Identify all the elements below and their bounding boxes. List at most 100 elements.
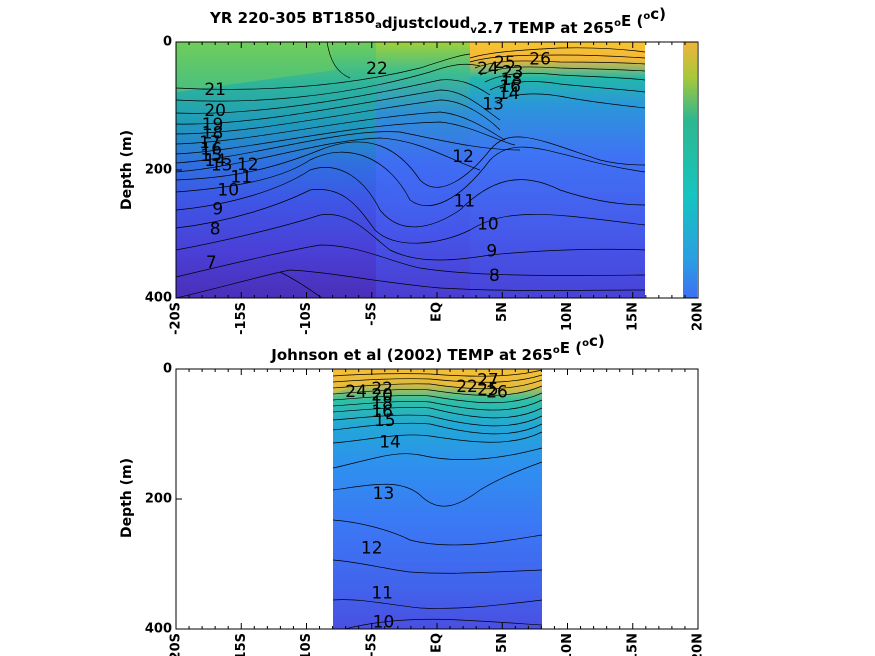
- x-tick-label: 15N: [625, 633, 640, 656]
- contour-label: 18: [202, 124, 224, 144]
- top-y-axis-label: Depth (m): [119, 130, 135, 210]
- contour-label: 22: [456, 377, 478, 397]
- contour-label: 22: [366, 59, 388, 79]
- contour-label: 14: [204, 151, 226, 171]
- contour-label: 9: [486, 241, 497, 261]
- x-tick-label: 20N: [691, 633, 706, 656]
- title-part: a: [375, 20, 382, 31]
- x-tick-label: -5S: [364, 633, 379, 656]
- title-part: E (: [560, 339, 582, 357]
- bottom-heatmap-base: [333, 369, 542, 629]
- x-tick-label: 20N: [691, 302, 706, 331]
- y-tick-label: 0: [163, 362, 172, 377]
- x-tick-label: -5S: [364, 302, 379, 326]
- x-tick-label: EQ: [430, 302, 445, 322]
- x-tick-label: -20S: [169, 302, 184, 335]
- bottom-x-axis: -20S -15S -10S -5S EQ 5N 10N 15N 20N: [169, 369, 706, 656]
- y-tick-label: 200: [145, 163, 172, 178]
- contour-label: 12: [237, 155, 259, 175]
- x-tick-label: -15S: [234, 302, 249, 335]
- contour-label: 17: [199, 133, 221, 153]
- contour-label: 22: [371, 379, 393, 399]
- contour-label: 24: [477, 59, 499, 79]
- title-part: c): [589, 332, 605, 350]
- title-part: c): [650, 5, 666, 23]
- top-x-axis: -20S -15S -10S -5S EQ 5N 10N 15N 20N: [169, 42, 706, 335]
- top-warm-south: [176, 42, 335, 92]
- title-part: v: [470, 25, 477, 36]
- contour-label: 12: [452, 147, 474, 167]
- title-part: djustcloud: [382, 14, 470, 32]
- contour-label: 20: [371, 386, 393, 406]
- top-chart-title: YR 220-305 BT1850adjustcloudv2.7 TEMP at…: [209, 5, 666, 37]
- contour-label: 25: [477, 380, 499, 400]
- x-tick-label: -20S: [169, 633, 184, 656]
- contour-label: 10: [373, 613, 395, 633]
- contour-label: 16: [200, 140, 222, 160]
- contour-label: 15: [374, 411, 396, 431]
- top-contours: [175, 41, 646, 299]
- top-y-axis: 0 200 400: [145, 35, 182, 306]
- contour-label: 9: [212, 200, 223, 220]
- contour-label: 18: [371, 394, 393, 414]
- contour-label: 19: [202, 115, 224, 135]
- x-tick-label: 10N: [560, 633, 575, 656]
- contour-label: 12: [361, 538, 383, 558]
- x-tick-label: -10S: [299, 633, 314, 656]
- title-part: o: [643, 11, 650, 22]
- contour-label: 11: [230, 168, 252, 188]
- bottom-heatmap: [333, 369, 542, 629]
- bottom-y-axis: 0 200 400: [145, 362, 182, 637]
- contour-label: 10: [217, 180, 239, 200]
- bottom-panel: Johnson et al (2002) TEMP at 265oE (oc) …: [119, 332, 706, 656]
- contour-label: 11: [454, 191, 476, 211]
- contour-label: 26: [529, 49, 551, 69]
- top-cold-tongue: [360, 135, 480, 235]
- y-tick-label: 400: [145, 291, 172, 306]
- title-part: o: [553, 345, 560, 356]
- top-heatmap-edge-strip: [683, 42, 697, 298]
- top-heatmap-north: [470, 42, 645, 298]
- contour-label: 8: [489, 266, 500, 286]
- x-tick-label: 15N: [625, 302, 640, 331]
- y-tick-label: 400: [145, 622, 172, 637]
- contour-label: 10: [477, 214, 499, 234]
- title-part: E (: [621, 12, 643, 30]
- contour-label: 13: [373, 484, 395, 504]
- y-tick-label: 200: [145, 492, 172, 507]
- contour-label: 14: [498, 84, 520, 104]
- contour-label: 7: [206, 253, 217, 273]
- contour-label: 8: [210, 220, 221, 240]
- contour-label: 14: [379, 432, 401, 452]
- contour-label: 16: [499, 77, 521, 97]
- contour-label: 26: [486, 382, 508, 402]
- contour-label: 11: [371, 583, 393, 603]
- contour-label: 16: [371, 402, 393, 422]
- bottom-contours: [332, 369, 543, 630]
- title-part: o: [582, 338, 589, 349]
- contour-label: 18: [501, 70, 523, 90]
- x-tick-label: EQ: [430, 633, 445, 653]
- title-part: Johnson et al (2002) TEMP at 265: [270, 346, 553, 364]
- bottom-chart-title: Johnson et al (2002) TEMP at 265oE (oc): [270, 332, 604, 364]
- contour-label: 20: [204, 101, 226, 121]
- title-part: 2.7 TEMP at 265: [477, 19, 614, 37]
- x-tick-label: -10S: [299, 302, 314, 335]
- top-panel: YR 220-305 BT1850adjustcloudv2.7 TEMP at…: [119, 5, 706, 335]
- title-part: YR 220-305 BT1850: [209, 9, 375, 27]
- contour-label: 13: [211, 156, 233, 176]
- x-tick-label: 5N: [495, 302, 510, 322]
- x-tick-label: 5N: [495, 633, 510, 653]
- contour-label: 13: [482, 95, 504, 115]
- x-tick-label: -15S: [234, 633, 249, 656]
- contour-label: 24: [345, 382, 367, 402]
- y-tick-label: 0: [163, 35, 172, 50]
- x-tick-label: 10N: [560, 302, 575, 331]
- contour-label: 15: [200, 146, 222, 166]
- contour-label: 23: [502, 63, 524, 83]
- bottom-y-axis-label: Depth (m): [119, 458, 135, 538]
- contour-label: 21: [204, 80, 226, 100]
